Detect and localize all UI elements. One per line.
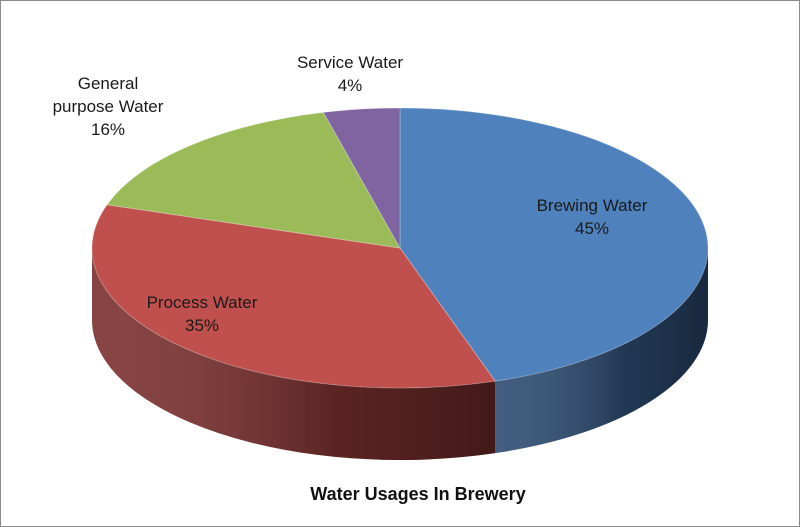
pie-slice-process-water: [91, 204, 497, 389]
slice-label-service-water: Service Water 4%: [297, 53, 403, 95]
slice-label-process-water: Process Water 35%: [147, 293, 258, 335]
pie-slice-brewing-water: [399, 107, 709, 382]
pie-side-shade-process-water: [92, 248, 496, 460]
slice-label-brewing-water: Brewing Water 45%: [537, 196, 648, 238]
slice-label-general-purpose-water: General purpose Water 16%: [53, 74, 164, 139]
pie-tops: [91, 107, 709, 389]
pie-labels: Brewing Water 45% Process Water 35% General p…: [53, 53, 648, 335]
pie-slice-service-water: [322, 107, 401, 250]
pie-side-shade-brewing-water: [495, 248, 708, 454]
chart-title: Water Usages In Brewery: [310, 484, 525, 504]
pie-slice-general-purpose-water: [106, 111, 401, 249]
pie-sides: [92, 248, 708, 460]
